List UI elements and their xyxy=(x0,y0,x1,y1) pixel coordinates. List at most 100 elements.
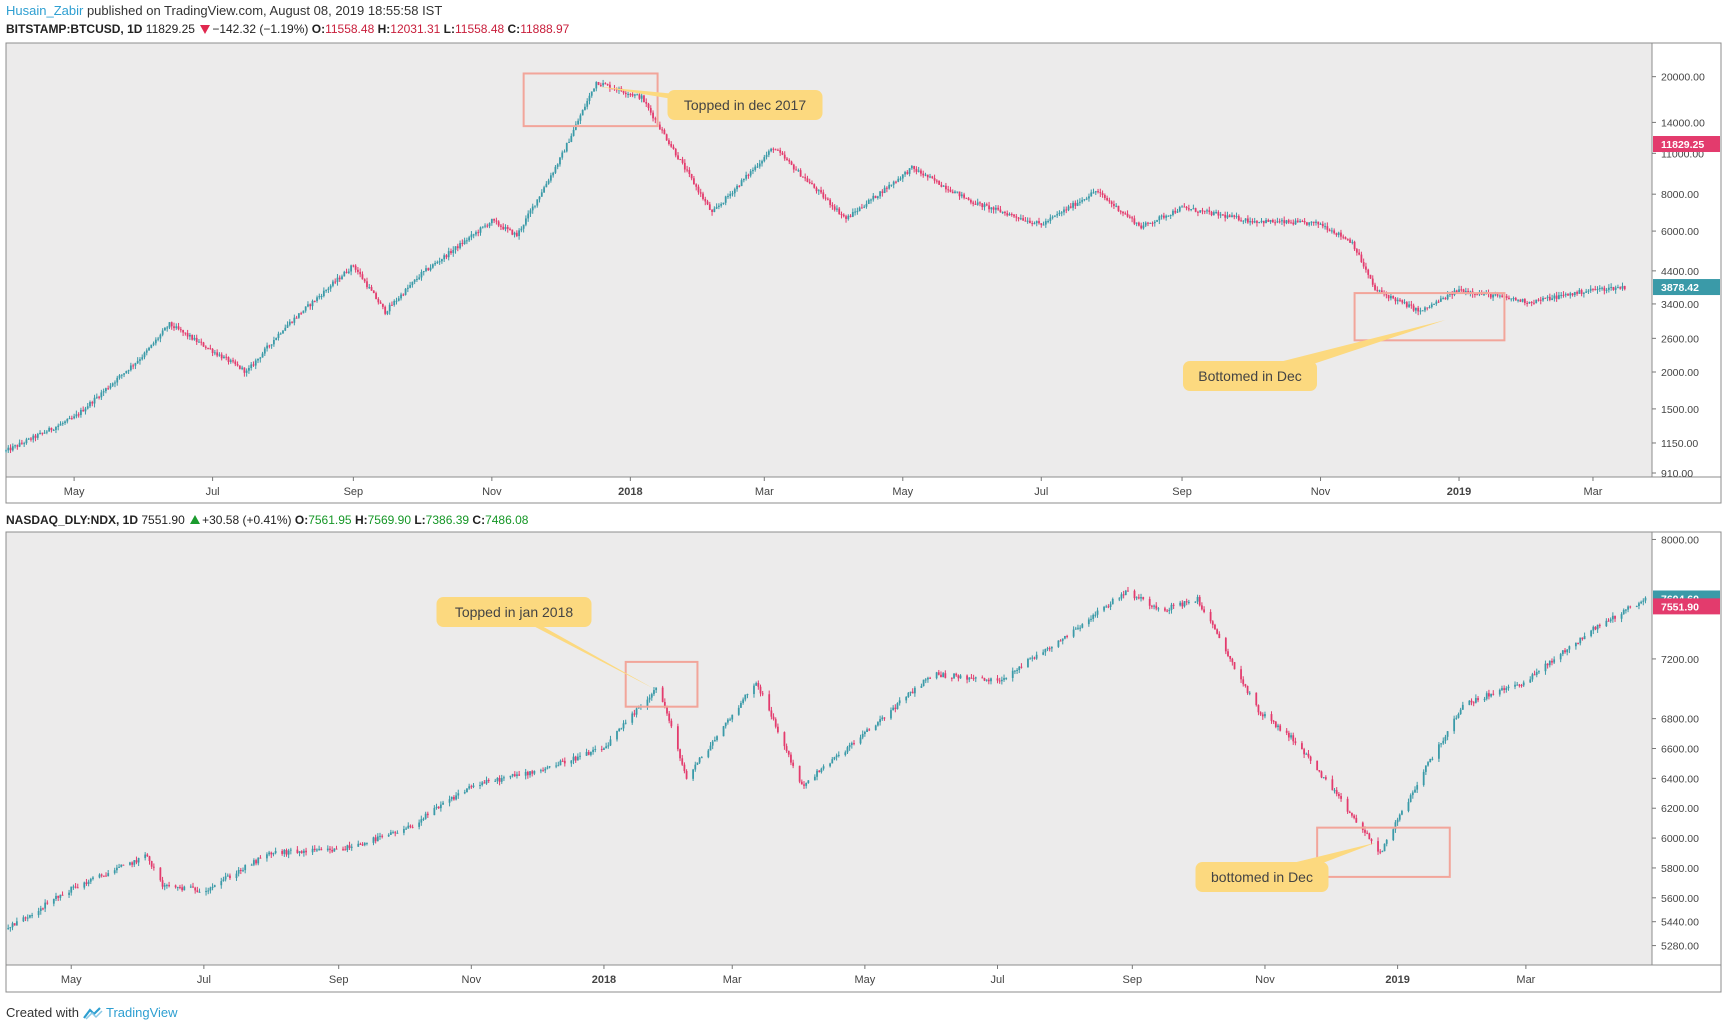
candle-body xyxy=(1233,215,1236,217)
candle-body xyxy=(1564,294,1567,296)
candle-body xyxy=(1016,669,1018,671)
candle-body xyxy=(502,226,505,230)
candle-body xyxy=(607,745,610,747)
candle-body xyxy=(692,769,695,779)
candle-body xyxy=(1003,678,1005,680)
candle-body xyxy=(579,115,582,121)
x-tick-label: Jul xyxy=(206,486,220,498)
candle-body xyxy=(1422,771,1425,786)
candle-body xyxy=(497,221,500,226)
candle-body xyxy=(495,220,498,222)
plot-area xyxy=(5,531,1653,966)
author-link[interactable]: Husain_Zabir xyxy=(6,3,84,18)
candle-body xyxy=(496,777,499,781)
candle-body xyxy=(790,161,793,165)
candle-body xyxy=(118,375,121,378)
candle-body xyxy=(102,391,105,393)
candle-body xyxy=(585,751,588,756)
candle-body xyxy=(992,207,995,210)
candle-body xyxy=(813,776,816,781)
candle-body xyxy=(1058,212,1061,215)
btc-symbol[interactable]: BITSTAMP:BTCUSD, 1D xyxy=(6,22,143,36)
candle-body xyxy=(1181,206,1183,208)
candle-body xyxy=(1259,712,1262,715)
candle-body xyxy=(1399,299,1401,301)
candle-body xyxy=(983,204,986,208)
candle-body xyxy=(1249,221,1252,223)
candle-body xyxy=(754,166,757,170)
candle-body xyxy=(1596,289,1599,291)
candle-body xyxy=(439,804,442,809)
candle-body xyxy=(1096,610,1099,615)
candle-body xyxy=(909,691,912,693)
y-tick-label: 6600.00 xyxy=(1661,744,1699,756)
candle-body xyxy=(1069,206,1072,208)
candle-body xyxy=(129,365,132,371)
y-tick-label: 3400.00 xyxy=(1661,299,1699,311)
candle-body xyxy=(1424,307,1426,311)
candle-body xyxy=(1101,193,1104,195)
candle-body xyxy=(363,842,366,846)
candle-body xyxy=(506,227,509,229)
candle-body xyxy=(1203,210,1206,212)
candle-body xyxy=(1587,290,1590,292)
candle-body xyxy=(9,447,12,451)
candle-body xyxy=(418,277,421,279)
candle-body xyxy=(468,237,471,241)
candle-body xyxy=(1303,221,1306,223)
candle-body xyxy=(1337,793,1340,797)
candle-body xyxy=(1059,640,1062,642)
candle-body xyxy=(1407,802,1410,812)
candle-body xyxy=(345,271,348,273)
candle-body xyxy=(350,846,353,848)
candle-body xyxy=(1142,597,1145,600)
candle-body xyxy=(164,328,166,331)
candle-body xyxy=(1544,663,1547,672)
candle-body xyxy=(752,169,754,172)
candle-body xyxy=(1057,640,1060,647)
candle-body xyxy=(761,693,764,695)
candle-body xyxy=(848,744,851,748)
candle-body xyxy=(59,894,62,898)
candle-body xyxy=(1492,693,1495,695)
footer-brand[interactable]: TradingView xyxy=(106,1005,178,1020)
candle-body xyxy=(405,828,407,830)
candle-body xyxy=(881,191,884,194)
candle-body xyxy=(742,178,745,181)
candle-body xyxy=(30,438,32,440)
ndx-symbol[interactable]: NASDAQ_DLY:NDX, 1D xyxy=(6,513,139,527)
candle-body xyxy=(465,240,468,242)
candle-body xyxy=(1162,215,1165,218)
candle-body xyxy=(713,208,716,212)
candle-body xyxy=(357,269,359,272)
y-tick-label: 6800.00 xyxy=(1661,714,1699,726)
candle-body xyxy=(222,879,225,882)
candle-body xyxy=(1396,819,1399,823)
candle-body xyxy=(935,180,938,182)
candle-body xyxy=(594,749,597,751)
candle-body xyxy=(1561,650,1564,655)
candle-body xyxy=(70,418,73,420)
candle-body xyxy=(284,327,287,331)
candle-body xyxy=(1459,709,1462,715)
candle-body xyxy=(915,168,918,172)
candle-body xyxy=(1103,606,1105,611)
candle-body xyxy=(922,679,925,687)
x-tick-label: 2018 xyxy=(618,486,642,498)
candle-body xyxy=(811,183,813,185)
candle-body xyxy=(935,672,938,679)
candle-body xyxy=(1153,221,1156,224)
candle-body xyxy=(1203,609,1205,612)
candle-body xyxy=(942,673,945,678)
candle-body xyxy=(322,290,325,297)
candle-body xyxy=(1510,298,1513,300)
candle-body xyxy=(1580,290,1583,294)
candle-body xyxy=(1431,758,1434,760)
candle-body xyxy=(175,326,178,329)
y-tick-label: 6000.00 xyxy=(1661,833,1699,845)
candle-body xyxy=(670,143,673,147)
candle-body xyxy=(1222,214,1224,216)
candle-body xyxy=(542,770,544,772)
candle-body xyxy=(1248,692,1251,694)
